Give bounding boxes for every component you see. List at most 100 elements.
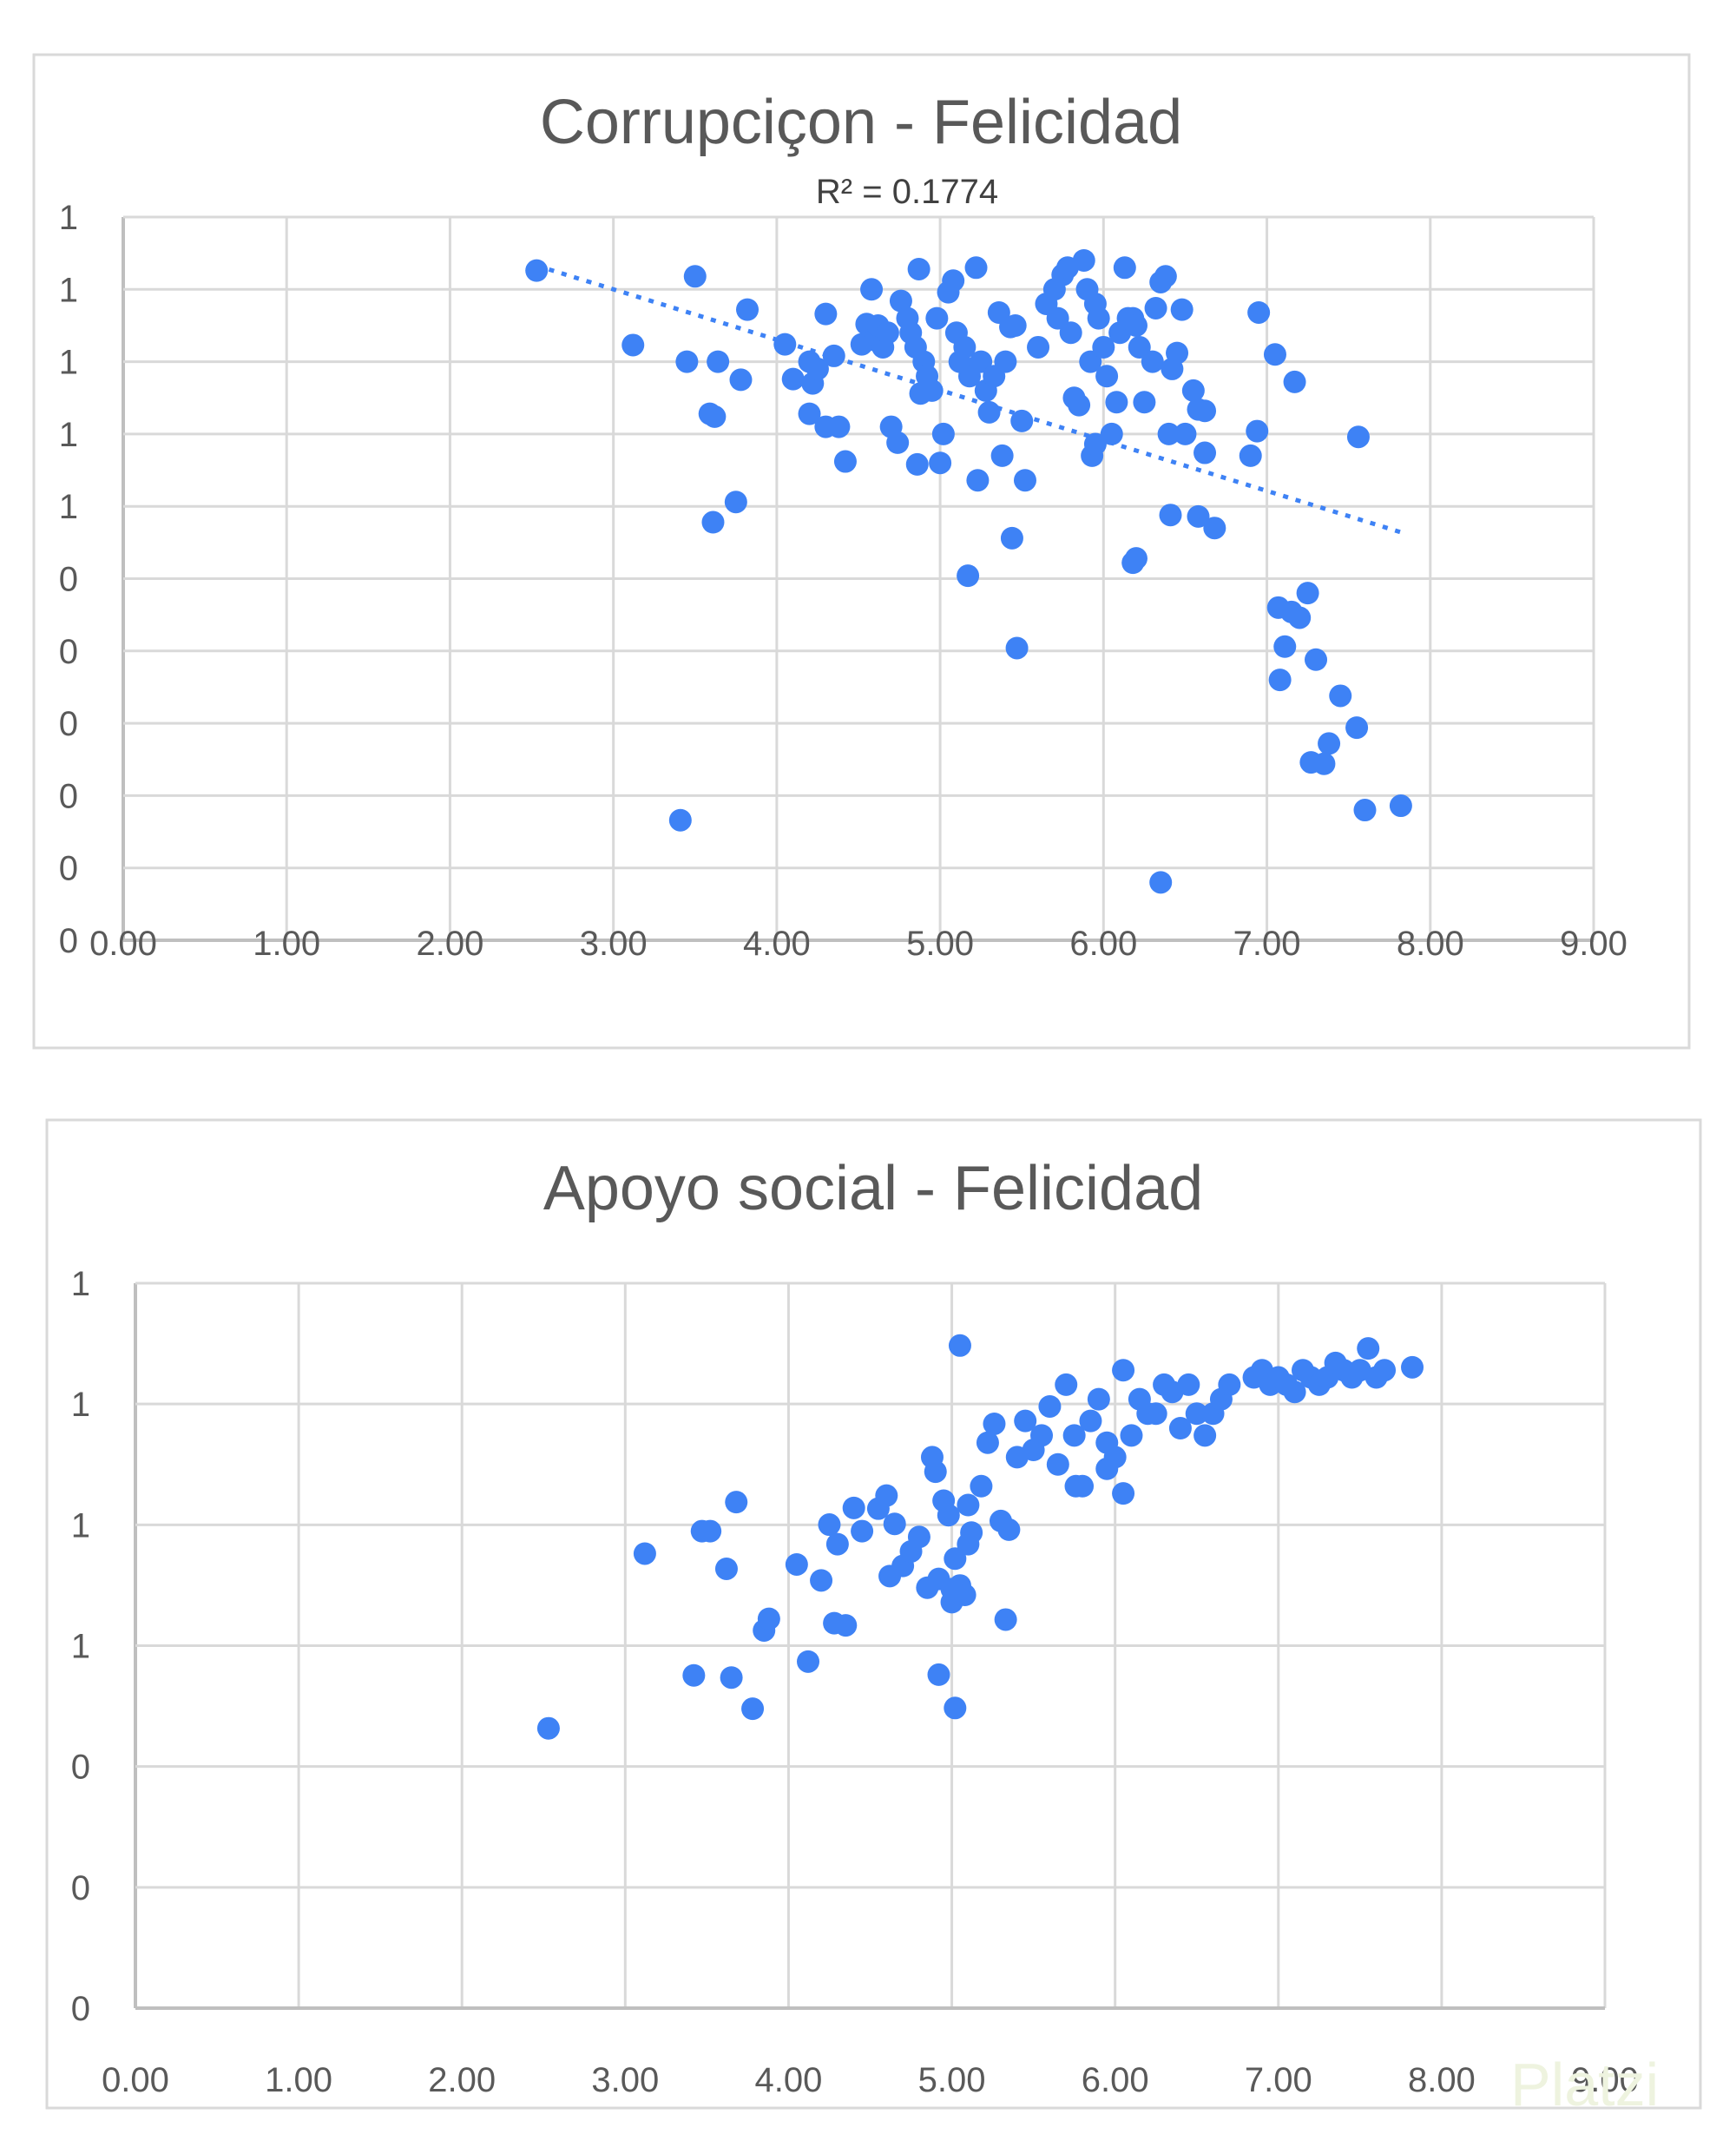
data-point [1120, 1424, 1143, 1447]
chart-apoyo-social-felicidad: Apoyo social - Felicidad 0.00 1.00 2.00 3.0… [45, 1118, 1702, 2110]
data-point [720, 1666, 743, 1690]
x-tick-label: 1.00 [253, 925, 320, 963]
data-point [741, 1697, 765, 1721]
data-point [937, 1504, 960, 1527]
data-point [1068, 393, 1091, 417]
data-point [725, 1491, 748, 1514]
data-point [1181, 379, 1205, 402]
data-point [1268, 669, 1292, 692]
data-point [1005, 636, 1029, 660]
data-point [1154, 265, 1177, 288]
data-point [1030, 1424, 1054, 1447]
data-point [781, 367, 805, 391]
data-point [773, 333, 797, 356]
data-point [683, 265, 707, 288]
data-point [814, 302, 838, 326]
data-point [931, 422, 955, 445]
data-point [1174, 422, 1197, 445]
data-point [1072, 248, 1095, 272]
data-point [1141, 350, 1164, 373]
data-point [970, 350, 993, 373]
data-point [701, 511, 725, 534]
data-point [1345, 716, 1369, 740]
x-tick-label: 4.00 [743, 925, 811, 963]
data-point [833, 450, 857, 473]
data-point [1083, 432, 1107, 456]
data-point [1185, 1402, 1208, 1426]
data-point [818, 1513, 841, 1537]
data-point [736, 298, 760, 321]
data-point [1263, 343, 1286, 366]
data-point [875, 1484, 898, 1507]
data-point [825, 1532, 849, 1556]
data-point [1000, 526, 1023, 550]
data-point [886, 431, 910, 454]
y-tick-label: 0 [59, 561, 78, 599]
x-tick-label: 9.00 [1571, 2061, 1639, 2099]
data-point [927, 1567, 950, 1591]
x-tick-label: 8.00 [1397, 925, 1464, 963]
data-point [1168, 1417, 1192, 1439]
data-point [966, 469, 990, 492]
data-point [1128, 335, 1151, 359]
data-point [1157, 422, 1180, 445]
y-tick-label: 1 [71, 1265, 90, 1303]
data-point [798, 402, 821, 425]
data-point [927, 1663, 950, 1686]
trendline [536, 263, 1407, 537]
data-point [1046, 1452, 1069, 1476]
trendline-layer [536, 263, 1407, 537]
data-point [633, 1542, 656, 1565]
chart-frame [45, 1118, 1702, 2110]
data-point [990, 444, 1014, 467]
data-point [905, 452, 929, 476]
x-tick-label: 3.00 [591, 2061, 659, 2099]
x-tick-label: 4.00 [755, 2061, 823, 2099]
data-point [1203, 517, 1226, 540]
data-point [957, 564, 980, 588]
data-point [1112, 1482, 1135, 1505]
data-point [925, 306, 949, 330]
y-tick-label: 0 [59, 705, 78, 743]
data-point [960, 1521, 983, 1545]
y-tick-label: 1 [59, 271, 78, 309]
data-point [621, 333, 645, 357]
x-tick-label: 6.00 [1082, 2061, 1149, 2099]
data-point [810, 1569, 833, 1592]
data-point [1010, 409, 1034, 432]
y-tick-label: 1 [71, 1628, 90, 1666]
data-point [876, 321, 899, 345]
data-point [957, 1493, 980, 1517]
data-point [525, 259, 549, 282]
data-point [785, 1552, 808, 1576]
data-point [822, 344, 845, 367]
points-layer [525, 248, 1412, 894]
data-point [907, 1525, 930, 1549]
data-point [1087, 306, 1110, 330]
data-point [797, 1650, 820, 1673]
data-point [1149, 871, 1173, 894]
data-point [699, 1519, 722, 1543]
data-point [924, 1460, 947, 1484]
data-point [1059, 321, 1082, 345]
y-tick-label: 1 [71, 1386, 90, 1424]
data-point [929, 451, 952, 475]
data-point [1239, 444, 1262, 467]
data-point [1296, 582, 1319, 605]
data-point [1389, 794, 1412, 818]
data-point [1087, 1387, 1110, 1411]
data-point [983, 1412, 1006, 1435]
data-point [1159, 504, 1182, 527]
data-point [997, 1518, 1021, 1541]
y-tick-label: 1 [59, 416, 78, 454]
x-tick-label: 6.00 [1069, 925, 1137, 963]
data-point [948, 1334, 971, 1357]
axis-ticks: 0.00 1.00 2.00 3.00 4.00 5.00 6.00 7.00 8.00 9.00… [59, 199, 1628, 963]
data-point [907, 257, 930, 280]
y-tick-label: 0 [71, 1749, 90, 1787]
data-point [994, 1608, 1017, 1631]
y-tick-label: 0 [71, 1869, 90, 1907]
data-point [1373, 1359, 1397, 1382]
y-tick-label: 0 [71, 1990, 90, 2028]
chart-title: Apoyo social - Felicidad [543, 1154, 1203, 1223]
